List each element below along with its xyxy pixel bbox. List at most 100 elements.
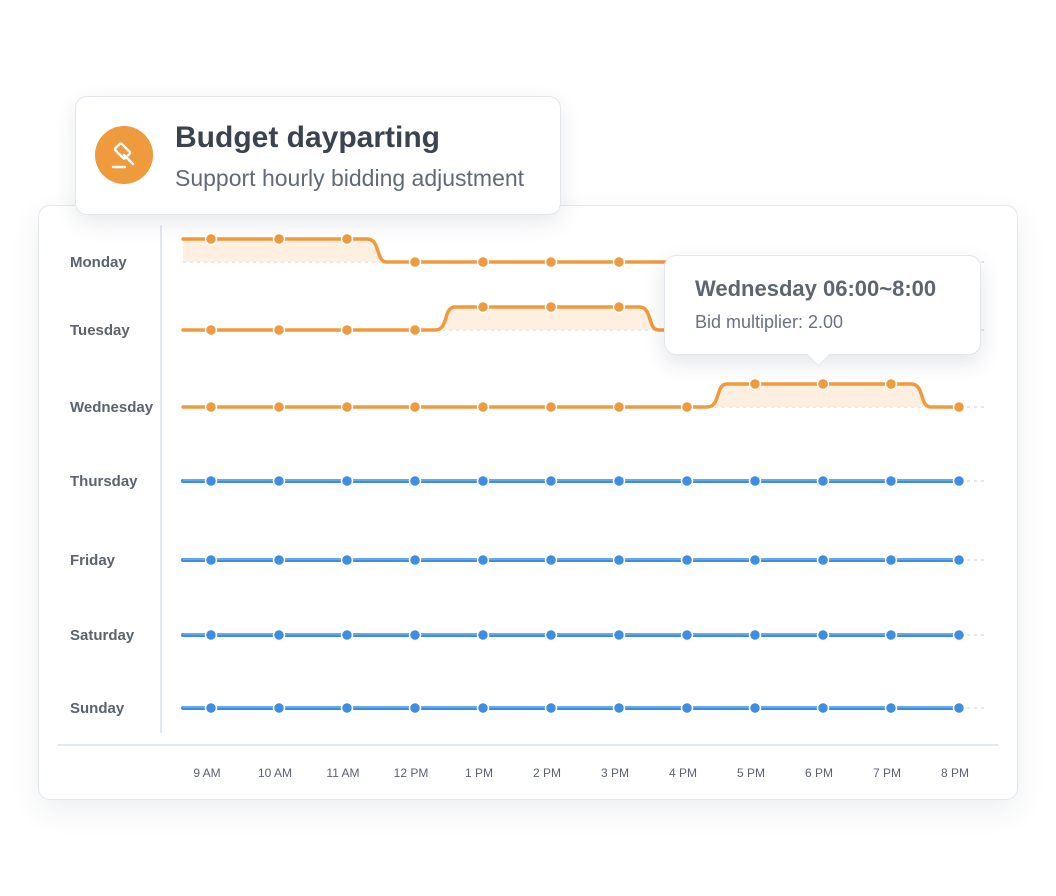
data-point	[612, 300, 626, 314]
data-point	[952, 628, 966, 642]
row-fill	[183, 307, 959, 330]
data-point	[272, 474, 286, 488]
data-point	[272, 701, 286, 715]
tooltip-body: Bid multiplier: 2.00	[695, 312, 844, 332]
data-point	[408, 701, 422, 715]
row-label: Friday	[70, 552, 116, 569]
data-point	[544, 701, 558, 715]
header-card: Budget dayparting Support hourly bidding…	[75, 96, 561, 215]
x-tick-label: 9 AM	[193, 766, 220, 780]
gavel-icon	[95, 126, 153, 184]
data-point	[544, 474, 558, 488]
data-point	[612, 553, 626, 567]
data-point	[340, 628, 354, 642]
data-point	[340, 474, 354, 488]
data-point	[204, 323, 218, 337]
x-tick-label: 7 PM	[873, 766, 901, 780]
data-point	[884, 553, 898, 567]
tooltip-title: Wednesday 06:00~8:00	[695, 276, 937, 301]
data-point	[476, 553, 490, 567]
data-point	[544, 300, 558, 314]
data-point	[748, 553, 762, 567]
data-point	[816, 474, 830, 488]
x-tick-label: 2 PM	[533, 766, 561, 780]
row-label: Saturday	[70, 627, 135, 644]
data-point	[816, 701, 830, 715]
data-point	[748, 377, 762, 391]
x-tick-label: 6 PM	[805, 766, 833, 780]
x-tick-label: 5 PM	[737, 766, 765, 780]
row-label: Thursday	[70, 473, 138, 490]
data-point	[544, 255, 558, 269]
data-point	[680, 474, 694, 488]
data-point	[476, 628, 490, 642]
x-tick-label: 4 PM	[669, 766, 697, 780]
data-point	[408, 628, 422, 642]
data-point	[612, 474, 626, 488]
header-subtitle: Support hourly bidding adjustment	[175, 165, 525, 191]
row-label: Wednesday	[70, 399, 154, 416]
data-point	[544, 553, 558, 567]
data-point	[272, 232, 286, 246]
data-point	[204, 474, 218, 488]
row-fill	[183, 239, 959, 262]
data-point	[680, 628, 694, 642]
data-point	[748, 474, 762, 488]
data-point	[340, 553, 354, 567]
x-tick-label: 1 PM	[465, 766, 493, 780]
data-point	[204, 400, 218, 414]
data-point	[952, 474, 966, 488]
x-tick-label: 11 AM	[326, 766, 359, 780]
data-point	[272, 400, 286, 414]
data-point	[340, 232, 354, 246]
data-point	[340, 400, 354, 414]
data-point	[204, 232, 218, 246]
data-point	[204, 628, 218, 642]
data-point	[272, 628, 286, 642]
data-point	[884, 701, 898, 715]
data-point	[680, 400, 694, 414]
data-point	[476, 300, 490, 314]
data-point	[952, 553, 966, 567]
data-point	[612, 255, 626, 269]
data-point	[884, 474, 898, 488]
data-point	[612, 628, 626, 642]
x-tick-label: 3 PM	[601, 766, 629, 780]
data-point	[272, 553, 286, 567]
data-point	[952, 701, 966, 715]
data-point	[408, 255, 422, 269]
data-point	[340, 701, 354, 715]
row-label: Monday	[70, 254, 127, 271]
data-point	[408, 400, 422, 414]
row-label: Tuesday	[70, 322, 130, 339]
data-point	[204, 701, 218, 715]
data-point	[816, 628, 830, 642]
data-point	[816, 553, 830, 567]
data-point	[204, 553, 218, 567]
data-point	[544, 400, 558, 414]
data-point	[748, 628, 762, 642]
data-point	[748, 701, 762, 715]
data-point	[408, 323, 422, 337]
x-tick-label: 8 PM	[941, 766, 969, 780]
x-tick-label: 12 PM	[394, 766, 429, 780]
x-tick-label: 10 AM	[258, 766, 292, 780]
data-point	[476, 400, 490, 414]
data-point	[476, 701, 490, 715]
row-fill	[183, 384, 959, 407]
tooltip: Wednesday 06:00~8:00 Bid multiplier: 2.0…	[664, 255, 981, 367]
data-point	[680, 701, 694, 715]
data-point	[884, 377, 898, 391]
header-title: Budget dayparting	[175, 121, 441, 154]
data-point	[408, 553, 422, 567]
data-point	[272, 323, 286, 337]
row-label: Sunday	[70, 700, 125, 717]
data-point	[340, 323, 354, 337]
data-point	[476, 474, 490, 488]
data-point	[476, 255, 490, 269]
data-point	[680, 553, 694, 567]
data-point	[544, 628, 558, 642]
data-point	[884, 628, 898, 642]
row-line	[181, 382, 961, 409]
